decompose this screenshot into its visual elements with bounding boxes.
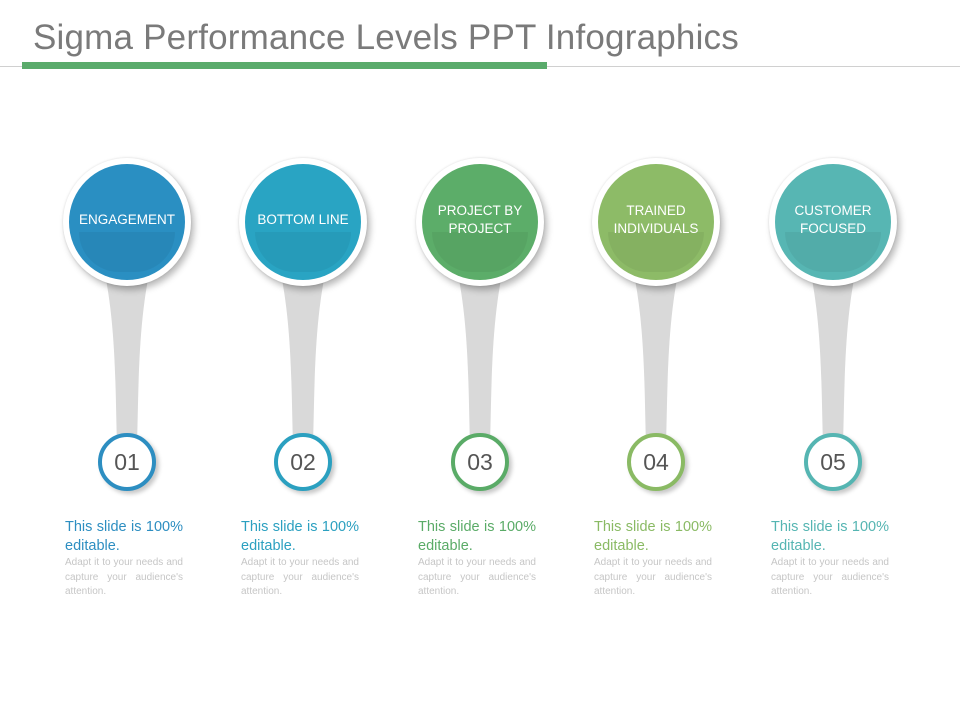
category-label: TRAINED INDIVIDUALS bbox=[613, 203, 699, 236]
step-2: BOTTOM LINE 02 This slide is 100% editable… bbox=[233, 0, 373, 720]
category-circle: TRAINED INDIVIDUALS bbox=[592, 158, 720, 286]
category-circle-fill: BOTTOM LINE bbox=[245, 164, 361, 280]
slide-title: Sigma Performance Levels PPT Infographic… bbox=[33, 18, 739, 57]
step-number-badge: 03 bbox=[451, 433, 509, 491]
description-headline: This slide is 100% editable. bbox=[65, 519, 183, 554]
step-number: 01 bbox=[114, 448, 140, 475]
category-circle-fill: TRAINED INDIVIDUALS bbox=[598, 164, 714, 280]
step-number: 05 bbox=[820, 448, 846, 475]
step-3: PROJECT BY PROJECT 03 This slide is 100% e… bbox=[410, 0, 550, 720]
category-circle: PROJECT BY PROJECT bbox=[416, 158, 544, 286]
step-number-badge: 04 bbox=[627, 433, 685, 491]
step-number-badge: 01 bbox=[98, 433, 156, 491]
step-number-badge: 05 bbox=[804, 433, 862, 491]
description-headline: This slide is 100% editable. bbox=[594, 519, 712, 554]
step-number-badge: 02 bbox=[274, 433, 332, 491]
description-body: Adapt it to your needs and capture your … bbox=[771, 557, 889, 597]
category-label: ENGAGEMENT bbox=[78, 212, 175, 227]
description-body: Adapt it to your needs and capture your … bbox=[241, 557, 359, 597]
category-label: PROJECT BY PROJECT bbox=[437, 203, 523, 236]
category-circle: ENGAGEMENT bbox=[63, 158, 191, 286]
category-label: CUSTOMER FOCUSED bbox=[794, 203, 872, 236]
category-label: BOTTOM LINE bbox=[257, 212, 349, 227]
description-body: Adapt it to your needs and capture your … bbox=[418, 557, 536, 597]
connector-stem bbox=[271, 238, 335, 443]
description-headline: This slide is 100% editable. bbox=[771, 519, 889, 554]
category-circle-fill: ENGAGEMENT bbox=[69, 164, 185, 280]
description-body: Adapt it to your needs and capture your … bbox=[594, 557, 712, 597]
connector-stem bbox=[95, 238, 159, 443]
connector-stem bbox=[801, 238, 865, 443]
description-headline: This slide is 100% editable. bbox=[241, 519, 359, 554]
description-headline: This slide is 100% editable. bbox=[418, 519, 536, 554]
category-circle: BOTTOM LINE bbox=[239, 158, 367, 286]
category-circle-fill: PROJECT BY PROJECT bbox=[422, 164, 538, 280]
step-1: ENGAGEMENT 01 This slide is 100% editable.… bbox=[57, 0, 197, 720]
title-accent-bar bbox=[22, 62, 547, 69]
connector-stem bbox=[624, 238, 688, 443]
step-number: 03 bbox=[467, 448, 493, 475]
step-number: 02 bbox=[290, 448, 316, 475]
category-circle-fill: CUSTOMER FOCUSED bbox=[775, 164, 891, 280]
step-5: CUSTOMER FOCUSED 05 This slide is 100% edi… bbox=[763, 0, 903, 720]
step-number: 04 bbox=[643, 448, 669, 475]
description-body: Adapt it to your needs and capture your … bbox=[65, 557, 183, 597]
category-circle: CUSTOMER FOCUSED bbox=[769, 158, 897, 286]
step-4: TRAINED INDIVIDUALS 04 This slide is 100% … bbox=[586, 0, 726, 720]
connector-stem bbox=[448, 238, 512, 443]
